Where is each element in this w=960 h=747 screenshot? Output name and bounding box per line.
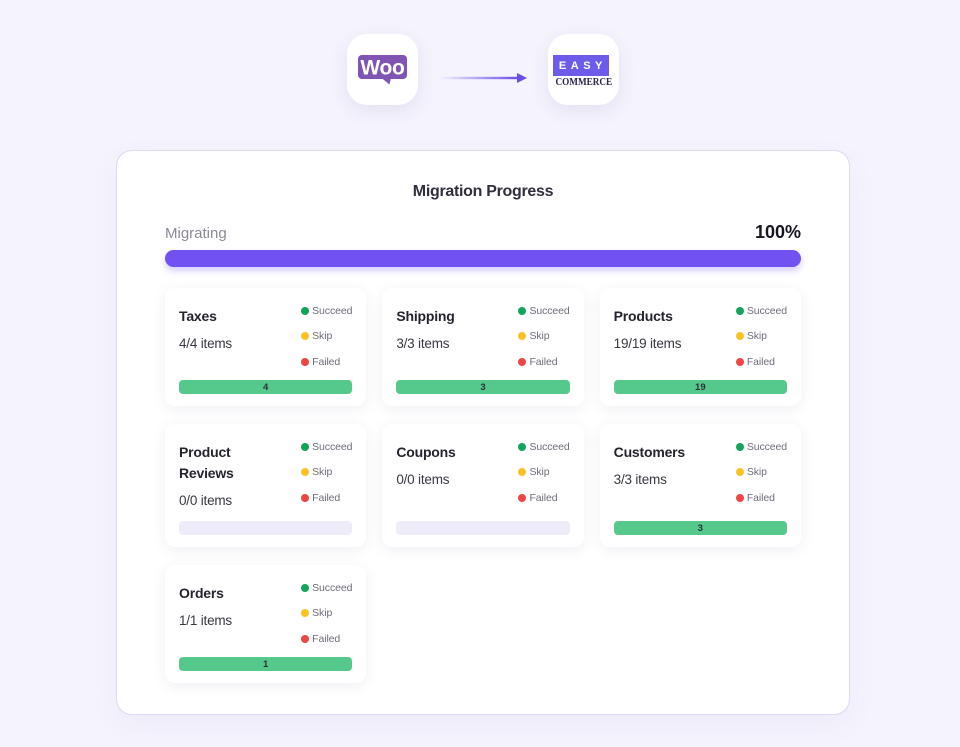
svg-text:Woo: Woo (360, 56, 404, 79)
